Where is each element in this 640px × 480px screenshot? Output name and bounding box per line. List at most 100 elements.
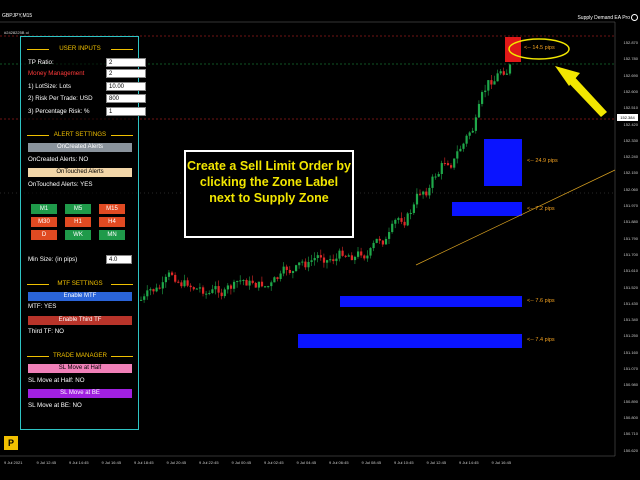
candle-body bbox=[239, 280, 242, 282]
timeframe-button-d[interactable]: D bbox=[31, 230, 57, 240]
candle-body bbox=[484, 90, 487, 93]
risk-per-trade-label: 2) Risk Per Trade: USD bbox=[28, 95, 93, 102]
candle-body bbox=[270, 282, 273, 287]
price-axis-label: 152.240 bbox=[623, 154, 638, 160]
min-size-input[interactable]: 4.0 bbox=[106, 255, 132, 264]
tp-ratio-label: TP Ratio: bbox=[28, 59, 54, 66]
demand-zone-2[interactable] bbox=[452, 202, 522, 216]
time-axis-label: 9 Jul 08:45 bbox=[361, 460, 382, 465]
candle-body bbox=[481, 92, 484, 104]
timeframe-button-m15[interactable]: M15 bbox=[99, 204, 125, 214]
timeframe-button-m30[interactable]: M30 bbox=[31, 217, 57, 227]
candle-body bbox=[319, 255, 322, 258]
time-axis-label: 9 Jul 22:45 bbox=[199, 460, 219, 465]
candle-body bbox=[350, 255, 353, 261]
candle-body bbox=[459, 148, 462, 152]
tp-ratio-input[interactable]: 2 bbox=[106, 58, 146, 67]
candle-body bbox=[149, 289, 152, 291]
candle-body bbox=[391, 223, 394, 233]
ontouched-alerts-button[interactable]: OnTouched Alerts bbox=[28, 168, 132, 177]
timeframe-button-h1[interactable]: H1 bbox=[65, 217, 91, 227]
demand-zone-3[interactable] bbox=[340, 296, 522, 307]
candle-body bbox=[381, 240, 384, 245]
control-panel: USER INPUTS TP Ratio: 2 Money Management… bbox=[20, 36, 146, 430]
demand-zone-4[interactable] bbox=[298, 334, 522, 348]
candlestick-series bbox=[140, 63, 512, 303]
zone-label-demand-1[interactable]: <-- 24.9 pips bbox=[527, 158, 558, 164]
p-button[interactable]: P bbox=[4, 436, 18, 450]
candle-body bbox=[229, 285, 233, 289]
timeframe-button-h4[interactable]: H4 bbox=[99, 217, 125, 227]
supply-zone-1[interactable] bbox=[505, 37, 521, 62]
time-axis-label: 9 Jul 06:45 bbox=[329, 460, 349, 465]
candle-body bbox=[437, 174, 440, 177]
oncreated-alerts-button[interactable]: OnCreated Alerts bbox=[28, 143, 132, 152]
pointer-arrow-head bbox=[555, 66, 580, 86]
candle-body bbox=[279, 273, 282, 279]
percentage-risk-input[interactable]: 1 bbox=[106, 107, 146, 116]
candle-body bbox=[310, 260, 313, 262]
ea-name: Supply Demand EA Pro bbox=[577, 15, 630, 21]
candle-body bbox=[446, 163, 450, 166]
timeframe-button-m1[interactable]: M1 bbox=[31, 204, 57, 214]
enable-mtf-button[interactable]: Enable MTF bbox=[28, 292, 132, 301]
price-axis-label: 152.330 bbox=[623, 137, 638, 143]
candle-body bbox=[477, 103, 481, 118]
candle-body bbox=[335, 258, 338, 262]
candle-body bbox=[301, 261, 304, 263]
zone-label-demand-4[interactable]: <-- 7.4 pips bbox=[527, 337, 555, 343]
candle-body bbox=[403, 221, 406, 226]
candle-body bbox=[353, 256, 357, 261]
min-size-label: Min Size: (in pips) bbox=[28, 256, 78, 263]
candle-body bbox=[378, 238, 381, 241]
candle-body bbox=[236, 281, 239, 283]
price-axis-label: 150.800 bbox=[623, 414, 638, 420]
candle-body bbox=[471, 130, 474, 133]
candle-body bbox=[276, 277, 279, 279]
percentage-risk-label: 3) Percentage Risk: % bbox=[28, 108, 90, 115]
trendline bbox=[415, 169, 616, 266]
candle-body bbox=[496, 73, 499, 82]
candle-body bbox=[285, 266, 288, 270]
ontouched-alerts-status: OnTouched Alerts: YES bbox=[28, 181, 93, 188]
zone-label-demand-3[interactable]: <-- 7.6 pips bbox=[527, 298, 555, 304]
lot-size-input[interactable]: 10.00 bbox=[106, 82, 146, 91]
price-axis-label: 150.890 bbox=[623, 398, 638, 404]
candle-body bbox=[167, 272, 171, 277]
risk-per-trade-input[interactable]: 800 bbox=[106, 94, 146, 103]
candle-body bbox=[422, 191, 425, 195]
candle-body bbox=[202, 287, 205, 294]
candle-body bbox=[440, 163, 443, 175]
candle-body bbox=[332, 259, 335, 262]
price-axis-label: 152.780 bbox=[623, 56, 638, 62]
price-axis-label: 150.710 bbox=[623, 431, 638, 437]
user-inputs-header: USER INPUTS bbox=[27, 45, 133, 52]
enable-third-tf-button[interactable]: Enable Third TF bbox=[28, 316, 132, 325]
money-management-input[interactable]: 2 bbox=[106, 69, 146, 78]
sl-move-half-button[interactable]: SL Move at Half bbox=[28, 364, 132, 373]
candle-body bbox=[465, 135, 468, 144]
candle-body bbox=[177, 281, 180, 283]
candle-body bbox=[490, 80, 493, 85]
candle-body bbox=[183, 280, 186, 287]
price-axis-label: 151.970 bbox=[623, 203, 638, 208]
alert-settings-header: ALERT SETTINGS bbox=[27, 131, 133, 138]
timeframe-button-m5[interactable]: M5 bbox=[65, 204, 91, 214]
candle-body bbox=[174, 274, 177, 282]
trade-manager-header: TRADE MANAGER bbox=[27, 352, 133, 359]
candle-body bbox=[211, 289, 214, 293]
candle-body bbox=[260, 281, 264, 287]
zone-label-demand-2[interactable]: <-- 7.2 pips bbox=[527, 206, 555, 212]
candle-body bbox=[468, 132, 471, 136]
zone-label-supply-1[interactable]: <-- 14.5 pips bbox=[524, 45, 555, 51]
candle-body bbox=[248, 280, 251, 286]
candle-body bbox=[366, 255, 369, 259]
price-axis-label: 152.600 bbox=[623, 88, 638, 94]
timeframe-button-wk[interactable]: WK bbox=[65, 230, 91, 240]
time-axis-label: 9 Jul 14:45 bbox=[459, 460, 479, 465]
price-axis-label: 152.150 bbox=[623, 170, 638, 176]
time-axis-label: 9 Jul 16:45 bbox=[491, 460, 512, 465]
candle-body bbox=[143, 296, 146, 300]
sl-move-be-button[interactable]: SL Move at BE bbox=[28, 389, 132, 398]
timeframe-button-mn[interactable]: MN bbox=[99, 230, 125, 240]
